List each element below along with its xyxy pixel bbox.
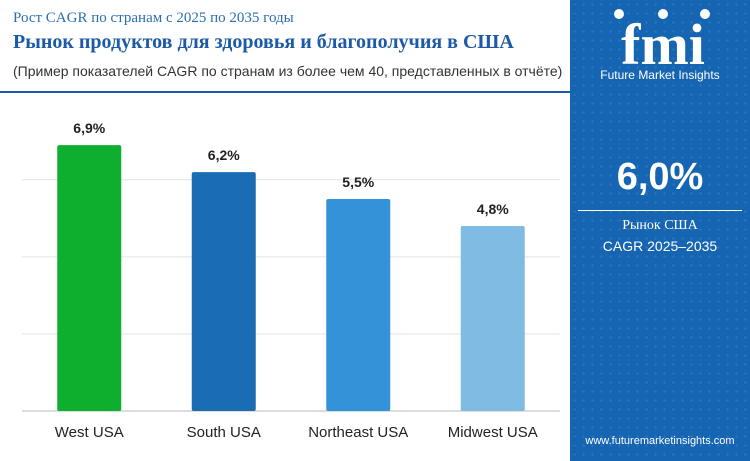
bar-west-usa — [57, 145, 122, 411]
bar-chart: 6,9% West USA 6,2% South USA 5,5% Northeast U… — [22, 120, 560, 441]
logo-tagline: Future Market Insights — [600, 68, 720, 82]
bar-south-usa — [191, 172, 256, 411]
chart-area: Рост CAGR по странам с 2025 по 2035 годы… — [0, 10, 570, 441]
stat-divider — [578, 210, 742, 211]
x-tick-label-0: West USA — [55, 424, 124, 441]
bar-northeast-usa — [326, 199, 391, 411]
chart-subtitle: Рост CAGR по странам с 2025 по 2035 годы — [13, 10, 294, 26]
x-tick-label-3: Midwest USA — [448, 424, 538, 441]
website-link[interactable]: www.futuremarketinsights.com — [585, 435, 735, 447]
chart-title: Рынок продуктов для здоровья и благополу… — [13, 31, 514, 53]
data-label-2: 5,5% — [342, 174, 374, 190]
side-panel: fmi Future Market Insights 6,0% Рынок СШ… — [570, 0, 750, 461]
data-label-1: 6,2% — [208, 147, 240, 163]
stat-value: 6,0% — [616, 156, 704, 198]
x-tick-label-2: Northeast USA — [308, 424, 408, 441]
fmi-logo: fmi — [614, 9, 710, 70]
data-label-3: 4,8% — [477, 201, 509, 217]
header-divider — [0, 91, 570, 93]
chart-note: (Пример показателей CAGR по странам из б… — [13, 63, 563, 79]
data-label-0: 6,9% — [73, 120, 105, 136]
stat-label-market: Рынок США — [622, 218, 698, 233]
bar-midwest-usa — [460, 226, 525, 411]
logo-text: fmi — [621, 12, 705, 70]
x-tick-label-1: South USA — [187, 424, 261, 441]
stat-label-cagr: CAGR 2025–2035 — [602, 238, 718, 254]
